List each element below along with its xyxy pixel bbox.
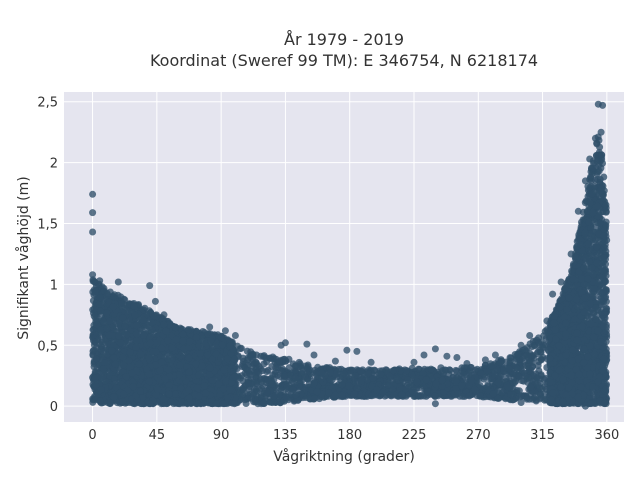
data-points: [89, 100, 611, 410]
data-point: [243, 347, 251, 355]
data-point: [598, 151, 606, 159]
data-point: [146, 333, 154, 341]
data-point: [285, 364, 293, 372]
data-point: [500, 367, 508, 375]
data-point: [527, 366, 535, 374]
data-point: [252, 358, 260, 366]
data-point: [535, 334, 543, 342]
data-point: [90, 346, 98, 354]
